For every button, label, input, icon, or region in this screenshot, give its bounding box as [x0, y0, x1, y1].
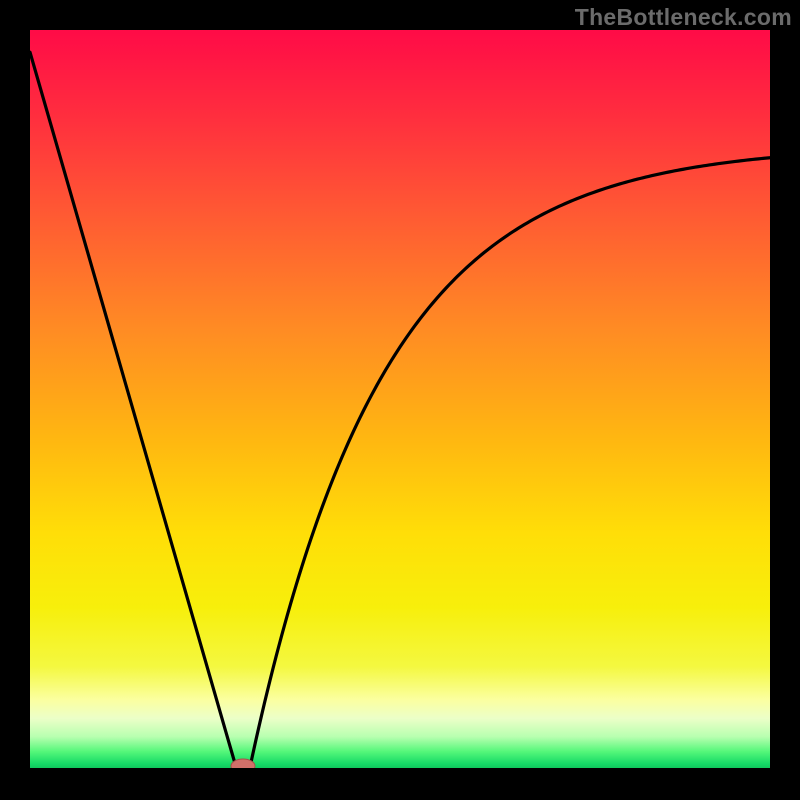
chart-svg [30, 30, 770, 770]
watermark-text: TheBottleneck.com [575, 4, 792, 31]
plot-area [30, 30, 770, 770]
gradient-background [30, 30, 770, 770]
